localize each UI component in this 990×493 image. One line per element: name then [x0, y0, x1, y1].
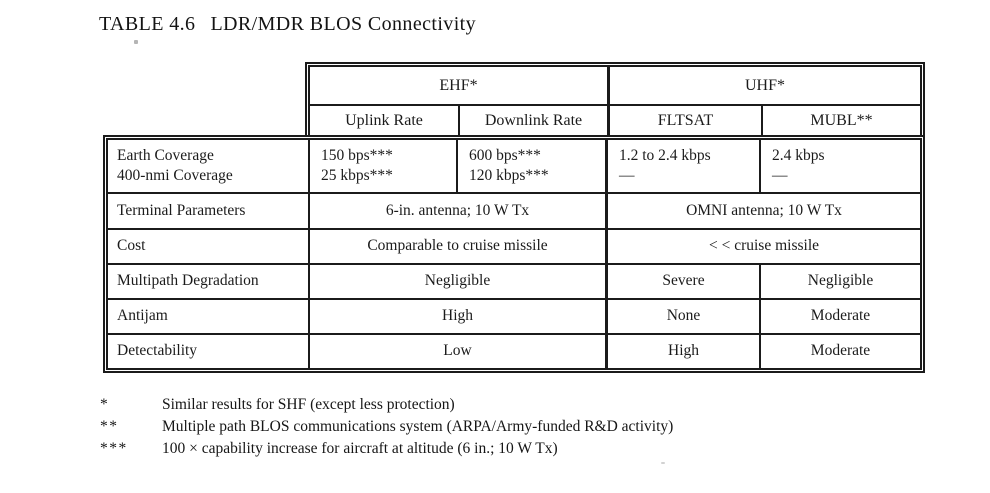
table-body-grid: Earth Coverage 400-nmi Coverage 150 bps*…	[103, 135, 925, 373]
cell-antijam-ehf: High	[310, 300, 608, 335]
cell-coverage-downlink: 600 bps*** 120 kbps***	[458, 140, 608, 194]
cell-line: 120 kbps***	[469, 167, 549, 184]
cell-lines: 1.2 to 2.4 kbps —	[619, 146, 711, 187]
table-caption-number: TABLE 4.6	[99, 13, 196, 35]
cell-terminal-ehf: 6-in. antenna; 10 W Tx	[310, 194, 608, 230]
footnote-text: 100 × capability increase for aircraft a…	[162, 440, 558, 457]
cell-coverage-uplink: 150 bps*** 25 kbps***	[310, 140, 458, 194]
table-header-grid: EHF* UHF* Uplink Rate Downlink Rate FLTS…	[305, 62, 925, 135]
cell-multipath-ehf: Negligible	[310, 265, 608, 300]
cell-line: 25 kbps***	[321, 167, 393, 184]
cell-line: 150 bps***	[321, 146, 393, 164]
row-label-line: 400-nmi Coverage	[117, 167, 233, 184]
row-label-line: Earth Coverage	[117, 146, 214, 164]
row-label-coverage-lines: Earth Coverage 400-nmi Coverage	[117, 146, 233, 187]
cell-line: 1.2 to 2.4 kbps	[619, 146, 711, 164]
cell-line: —	[619, 167, 635, 184]
cell-coverage-fltsat: 1.2 to 2.4 kbps —	[608, 140, 761, 194]
footnotes: * Similar results for SHF (except less p…	[100, 394, 673, 460]
col-group-uhf: UHF*	[610, 67, 920, 106]
cell-line: 2.4 kbps	[772, 146, 825, 164]
col-header-fltsat: FLTSAT	[610, 106, 763, 135]
footnote-2: ** Multiple path BLOS communications sys…	[100, 416, 673, 438]
cell-terminal-uhf: OMNI antenna; 10 W Tx	[608, 194, 920, 230]
footnote-text: Multiple path BLOS communications system…	[162, 418, 674, 435]
cell-cost-ehf: Comparable to cruise missile	[310, 230, 608, 265]
table-caption-text: LDR/MDR BLOS Connectivity	[210, 13, 477, 35]
scan-speck	[134, 40, 138, 44]
table-caption: TABLE 4.6 LDR/MDR BLOS Connectivity	[99, 13, 476, 36]
footnote-marker: ***	[100, 440, 128, 457]
cell-detectability-fltsat: High	[608, 335, 761, 368]
row-label-detectability: Detectability	[108, 335, 310, 368]
cell-antijam-mubl: Moderate	[761, 300, 920, 335]
row-label-antijam: Antijam	[108, 300, 310, 335]
row-label-cost: Cost	[108, 230, 310, 265]
cell-antijam-fltsat: None	[608, 300, 761, 335]
cell-multipath-fltsat: Severe	[608, 265, 761, 300]
footnote-marker: **	[100, 418, 119, 435]
cell-detectability-ehf: Low	[310, 335, 608, 368]
col-group-ehf: EHF*	[310, 67, 610, 106]
cell-lines: 2.4 kbps —	[772, 146, 825, 187]
cell-detectability-mubl: Moderate	[810, 342, 871, 360]
cell-lines: 150 bps*** 25 kbps***	[321, 146, 393, 187]
col-header-downlink: Downlink Rate	[460, 106, 610, 135]
cell-coverage-mubl: 2.4 kbps —	[761, 140, 920, 194]
row-label-terminal: Terminal Parameters	[108, 194, 310, 230]
row-label-coverage: Earth Coverage 400-nmi Coverage	[108, 140, 310, 194]
cell-cost-uhf: < < cruise missile	[608, 230, 920, 265]
footnote-3: *** 100 × capability increase for aircra…	[100, 438, 673, 460]
footnote-marker: *	[100, 396, 110, 413]
row-label-multipath: Multipath Degradation	[108, 265, 310, 300]
footnote-1: * Similar results for SHF (except less p…	[100, 394, 673, 416]
cell-multipath-mubl: Negligible	[761, 265, 920, 300]
scan-speck	[661, 462, 665, 464]
footnote-text: Similar results for SHF (except less pro…	[162, 396, 455, 413]
cell-line: —	[772, 167, 788, 184]
col-header-uplink: Uplink Rate	[310, 106, 460, 135]
cell-lines: 600 bps*** 120 kbps***	[469, 146, 549, 187]
col-header-mubl: MUBL**	[810, 111, 873, 129]
cell-line: 600 bps***	[469, 146, 541, 164]
